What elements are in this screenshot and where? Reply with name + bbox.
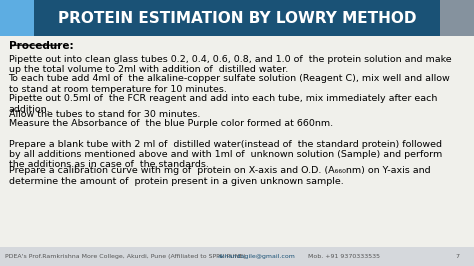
Text: akhandagile@gmail.com: akhandagile@gmail.com <box>218 254 296 259</box>
Text: Prepare a calibration curve with mg of  protein on X-axis and O.D. (A₆₆₀nm) on Y: Prepare a calibration curve with mg of p… <box>9 166 430 186</box>
Text: PDEA's Prof.Ramkrishna More College, Akurdi, Pune (Affiliated to SPPU-PUNE): PDEA's Prof.Ramkrishna More College, Aku… <box>5 254 246 259</box>
Text: Prepare a blank tube with 2 ml of  distilled water(instead of  the standard prot: Prepare a blank tube with 2 ml of distil… <box>9 140 442 169</box>
Text: Mob. +91 9370333535: Mob. +91 9370333535 <box>308 254 380 259</box>
FancyBboxPatch shape <box>0 247 474 266</box>
Text: To each tube add 4ml of  the alkaline-copper sulfate solution (Reagent C), mix w: To each tube add 4ml of the alkaline-cop… <box>9 74 450 94</box>
FancyBboxPatch shape <box>440 0 474 36</box>
Text: Procedure:: Procedure: <box>9 41 73 51</box>
Text: PROTEIN ESTIMATION BY LOWRY METHOD: PROTEIN ESTIMATION BY LOWRY METHOD <box>58 11 416 26</box>
FancyBboxPatch shape <box>0 0 474 36</box>
Text: Measure the Absorbance of  the blue Purple color formed at 660nm.: Measure the Absorbance of the blue Purpl… <box>9 119 333 128</box>
FancyBboxPatch shape <box>0 0 34 36</box>
Text: Pipette out 0.5ml of  the FCR reagent and add into each tube, mix immediately af: Pipette out 0.5ml of the FCR reagent and… <box>9 94 437 114</box>
Text: 7: 7 <box>456 254 460 259</box>
Text: Allow the tubes to stand for 30 minutes.: Allow the tubes to stand for 30 minutes. <box>9 110 200 119</box>
Text: Pipette out into clean glass tubes 0.2, 0.4, 0.6, 0.8, and 1.0 of  the protein s: Pipette out into clean glass tubes 0.2, … <box>9 55 451 74</box>
